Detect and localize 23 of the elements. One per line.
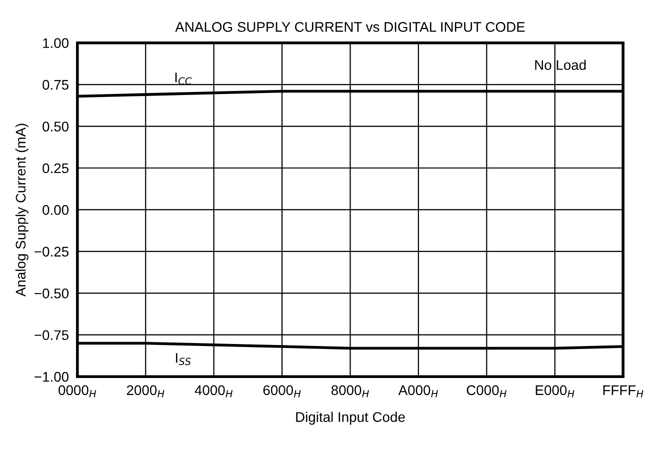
y-tick-label: −0.75 <box>34 330 68 340</box>
x-tick-label: 8000$_{H}$ <box>331 385 369 398</box>
series-label: I$_{SS}$ <box>176 353 191 366</box>
x-axis-title: Digital Input Code <box>296 412 405 425</box>
x-tick-label: A000$_{H}$ <box>398 385 438 398</box>
y-tick-label: −0.25 <box>34 246 68 257</box>
y-tick-label: 0.50 <box>42 122 69 132</box>
annotation: No Load <box>535 60 586 70</box>
y-tick-label: 0.25 <box>42 163 68 174</box>
x-tick-label: C000$_{H}$ <box>466 385 506 398</box>
y-tick-label: 0.75 <box>42 80 68 90</box>
x-tick-label: E000$_{H}$ <box>536 385 574 398</box>
x-tick-label: 6000$_{H}$ <box>263 385 301 398</box>
x-tick-label: 0000$_{H}$ <box>58 385 96 398</box>
y-tick-label: 0.00 <box>42 205 69 215</box>
x-tick-label: 4000$_{H}$ <box>194 385 233 398</box>
y-tick-label: −1.00 <box>34 372 69 382</box>
chart-title: ANALOG SUPPLY CURRENT vs DIGITAL INPUT CODE <box>175 22 525 32</box>
y-axis-title: Analog Supply Current (mA) <box>15 124 28 297</box>
y-tick-label: 1.00 <box>43 38 69 48</box>
x-tick-label: 2000$_{H}$ <box>126 385 164 398</box>
y-tick-label: −0.50 <box>34 288 69 298</box>
x-tick-label: FFFF$_{H}$ <box>603 385 644 398</box>
